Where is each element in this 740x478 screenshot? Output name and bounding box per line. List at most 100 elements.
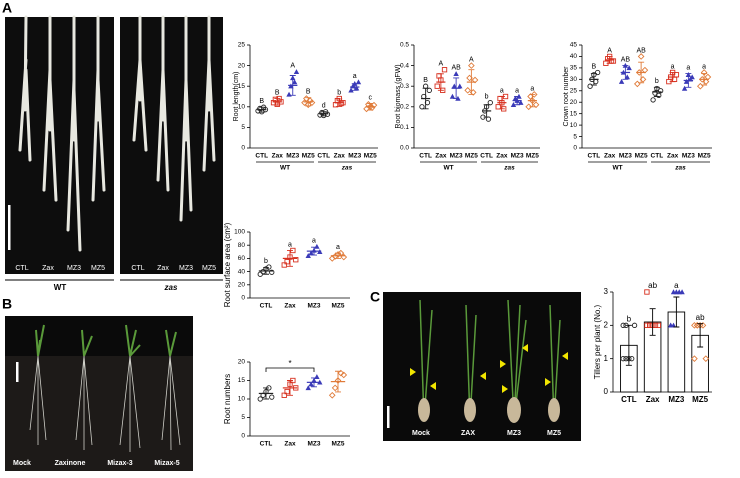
y-axis-label: Root numbers xyxy=(223,374,232,424)
y-tick-label: 10 xyxy=(238,104,246,111)
error-bar xyxy=(320,111,327,117)
data-point xyxy=(637,53,645,60)
error-bar xyxy=(606,55,613,64)
data-point xyxy=(468,62,475,69)
data-point xyxy=(353,85,360,91)
photo-label: MZ5 xyxy=(547,430,561,437)
y-tick-label: 5 xyxy=(241,414,245,421)
photo-label: MZ5 xyxy=(91,265,105,272)
y-tick-label: 5 xyxy=(241,124,245,131)
group-label: zas xyxy=(674,165,686,172)
x-tick-label: MZ3 xyxy=(682,153,695,160)
data-point xyxy=(451,83,457,89)
error-bar xyxy=(625,324,632,366)
x-tick-label: MZ5 xyxy=(465,153,478,160)
y-tick-label: 0.5 xyxy=(400,42,409,49)
error-bar xyxy=(529,93,536,108)
y-tick-label: 1 xyxy=(604,354,609,363)
data-point xyxy=(697,82,704,90)
data-point xyxy=(266,264,272,270)
y-tick-label: 40 xyxy=(570,53,578,60)
error-bar xyxy=(685,73,692,88)
x-tick-label: MZ5 xyxy=(364,153,377,160)
x-tick-label: MZ3 xyxy=(511,153,524,160)
data-point xyxy=(595,69,601,76)
x-tick-label: Zax xyxy=(284,303,296,310)
significance-letter: B xyxy=(275,89,280,96)
y-axis-label: Tillers per plant (No.) xyxy=(593,304,602,379)
y-tick-label: 0 xyxy=(604,387,609,396)
data-point xyxy=(530,91,538,98)
data-point xyxy=(679,289,685,295)
data-point xyxy=(453,71,459,77)
significance-letter: A xyxy=(290,63,295,70)
y-axis-label: Root surface area (cm²) xyxy=(223,222,232,307)
error-bar xyxy=(701,73,708,86)
data-point xyxy=(658,88,664,94)
x-tick-label: MZ5 xyxy=(698,153,711,160)
y-tick-label: 30 xyxy=(570,76,578,83)
data-point xyxy=(610,58,617,64)
significance-letter: A xyxy=(607,47,612,54)
y-tick-label: 0 xyxy=(241,145,245,152)
y-tick-label: 0 xyxy=(241,433,245,440)
significance-bracket xyxy=(265,367,315,372)
data-point xyxy=(305,253,311,258)
significance-letter: b xyxy=(655,78,659,85)
significance-letter: b xyxy=(264,258,268,265)
error-bar xyxy=(622,65,629,80)
photo-label: Zaxinone xyxy=(55,460,86,467)
data-point xyxy=(495,104,501,110)
error-bar xyxy=(351,83,358,91)
error-bar xyxy=(311,377,317,388)
photo-label: Mock xyxy=(412,430,430,437)
error-bar xyxy=(514,96,521,106)
data-point xyxy=(644,322,650,328)
data-point xyxy=(457,83,463,89)
error-bar xyxy=(311,246,317,256)
data-point xyxy=(485,116,492,122)
y-tick-label: 40 xyxy=(238,268,246,275)
significance-letter: AB xyxy=(621,56,631,63)
x-tick-label: MZ5 xyxy=(692,395,709,404)
y-axis-label: Root length(cm) xyxy=(233,72,240,122)
error-bar xyxy=(673,296,680,328)
error-bar xyxy=(653,86,660,97)
x-tick-label: MZ5 xyxy=(332,303,345,310)
error-bar xyxy=(287,380,293,396)
data-point xyxy=(487,100,493,106)
photo-label: Zax xyxy=(42,265,54,272)
significance-letter: a xyxy=(674,281,679,290)
significance-letter: a xyxy=(500,87,504,94)
x-tick-label: CTL xyxy=(260,441,273,448)
significance-letter: b xyxy=(485,94,489,101)
error-bar xyxy=(335,370,341,393)
y-tick-label: 100 xyxy=(234,229,245,236)
error-bar xyxy=(289,75,296,96)
y-tick-label: 2 xyxy=(604,320,609,329)
roots xyxy=(18,15,216,252)
y-tick-label: 3 xyxy=(604,287,609,296)
significance-letter: ab xyxy=(696,313,705,322)
photo-label: ZAX xyxy=(461,430,475,437)
x-tick-label: CTL xyxy=(419,153,432,160)
data-point xyxy=(647,322,653,328)
y-tick-label: 60 xyxy=(238,255,246,262)
y-tick-label: 80 xyxy=(238,242,246,249)
group-label: zas xyxy=(503,165,515,172)
data-point xyxy=(293,69,300,74)
y-tick-label: 25 xyxy=(238,42,246,49)
data-point xyxy=(370,101,378,109)
data-point xyxy=(510,102,517,107)
data-point xyxy=(257,271,263,277)
significance-letter: a xyxy=(530,85,534,92)
error-bar xyxy=(258,106,265,113)
photo-label: Mizax-3 xyxy=(107,460,132,467)
y-tick-label: 20 xyxy=(238,62,246,69)
x-tick-label: Zax xyxy=(272,153,284,160)
significance-letter: a xyxy=(353,73,357,80)
error-bar xyxy=(453,77,460,100)
error-bar xyxy=(422,87,429,110)
